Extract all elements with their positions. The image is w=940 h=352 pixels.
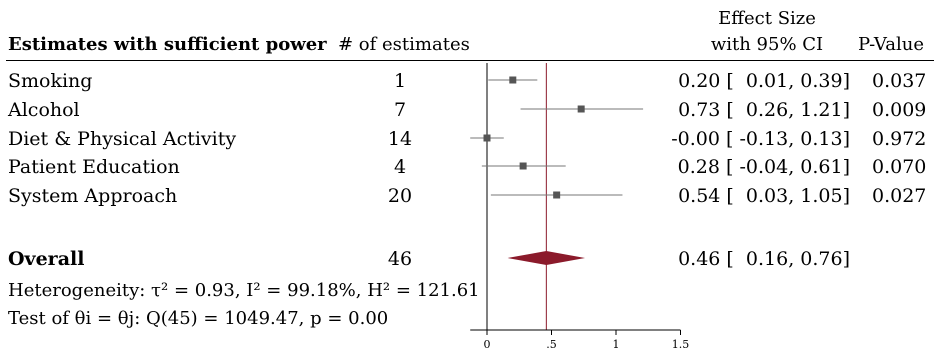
row-label: Patient Education xyxy=(8,156,180,178)
overall-effect-ci: 0.46 [ 0.16, 0.76] xyxy=(678,248,850,270)
row-count: 20 xyxy=(387,185,413,207)
row-p-value: 0.027 xyxy=(872,185,927,207)
row-p-value: 0.972 xyxy=(872,128,927,150)
row-effect-ci: -0.00 [ -0.13, 0.13] xyxy=(671,128,850,150)
row-label: System Approach xyxy=(8,185,178,207)
row-count: 14 xyxy=(387,128,413,150)
count-header: # of estimates xyxy=(338,34,470,55)
row-effect-ci: 0.54 [ 0.03, 1.05] xyxy=(678,185,850,207)
row-label: Smoking xyxy=(8,70,93,92)
row-p-value: 0.009 xyxy=(872,99,927,121)
row-effect-ci: 0.28 [ -0.04, 0.61] xyxy=(677,156,850,178)
x-axis-tick-label: 0 xyxy=(484,338,491,351)
homogeneity-test-note: Test of θi = θj: Q(45) = 1049.47, p = 0.… xyxy=(8,308,389,329)
effect-size-header-line2: with 95% CI xyxy=(710,34,824,55)
estimate-marker xyxy=(553,191,561,199)
row-label: Diet & Physical Activity xyxy=(8,128,237,150)
overall-label: Overall xyxy=(8,248,85,270)
row-label: Alcohol xyxy=(8,99,80,121)
overall-count: 46 xyxy=(387,248,413,270)
estimate-marker xyxy=(519,162,527,170)
row-p-value: 0.070 xyxy=(872,156,927,178)
row-effect-ci: 0.73 [ 0.26, 1.21] xyxy=(678,99,850,121)
heterogeneity-note: Heterogeneity: τ² = 0.93, I² = 99.18%, H… xyxy=(8,280,480,301)
p-value-header: P-Value xyxy=(858,34,924,55)
estimate-marker xyxy=(483,134,491,142)
effect-size-header-line1: Effect Size xyxy=(718,8,816,29)
row-count: 4 xyxy=(393,156,407,178)
estimate-marker xyxy=(577,105,585,113)
header-rule xyxy=(6,60,934,61)
x-axis-tick-label: .5 xyxy=(546,338,557,351)
x-axis-tick-label: 1 xyxy=(613,338,620,351)
table-title: Estimates with sufficient power xyxy=(8,34,327,55)
row-count: 7 xyxy=(393,99,407,121)
estimate-marker xyxy=(509,76,517,84)
row-effect-ci: 0.20 [ 0.01, 0.39] xyxy=(678,70,850,92)
row-p-value: 0.037 xyxy=(872,70,927,92)
overall-diamond xyxy=(507,251,586,265)
x-axis-tick-label: 1.5 xyxy=(672,338,690,351)
row-count: 1 xyxy=(393,70,407,92)
